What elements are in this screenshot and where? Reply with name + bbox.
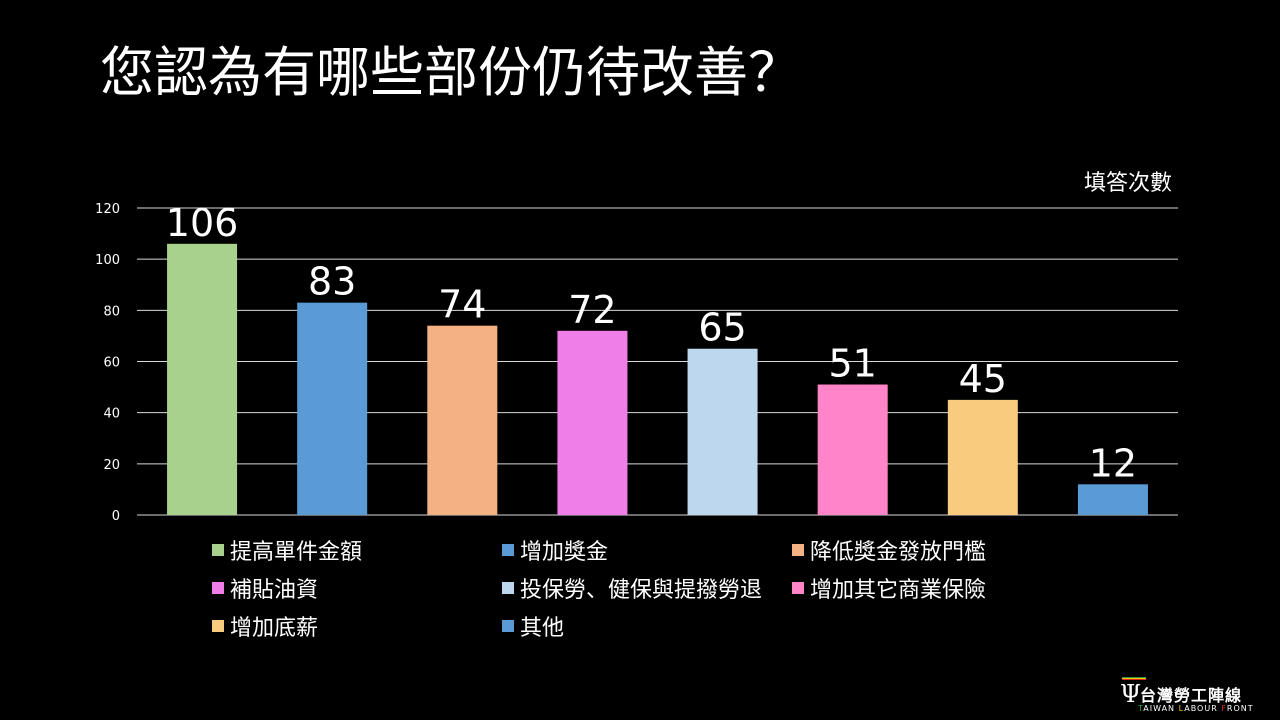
legend-item: 降低獎金發放門檻 — [792, 535, 1042, 565]
legend-label: 投保勞、健保與提撥勞退 — [520, 578, 763, 603]
bar — [687, 348, 758, 515]
data-label: 65 — [698, 306, 746, 350]
bar — [1077, 484, 1148, 515]
bar — [297, 302, 368, 515]
legend-item: 投保勞、健保與提撥勞退 — [502, 573, 792, 603]
legend-swatch — [212, 544, 224, 556]
data-label: 106 — [166, 201, 239, 245]
bar — [947, 399, 1018, 515]
y-tick-label: 20 — [103, 458, 120, 473]
data-label: 12 — [1089, 441, 1137, 485]
logo-name: 台灣勞工陣線 — [1140, 686, 1243, 705]
legend-swatch — [502, 582, 514, 594]
slide-title: 您認為有哪些部份仍待改善？ — [100, 41, 802, 104]
legend-item: 補貼油資 — [212, 573, 502, 603]
legend-item: 增加獎金 — [502, 535, 792, 565]
y-tick-label: 80 — [103, 304, 120, 319]
legend-label: 其他 — [520, 616, 565, 641]
legend-item: 增加其它商業保險 — [792, 573, 1042, 603]
logo-english: TAIWAN LABOUR FRONT — [1138, 704, 1254, 713]
y-tick-label: 100 — [95, 253, 120, 268]
legend-item: 其他 — [502, 611, 792, 641]
legend: 提高單件金額 增加獎金 降低獎金發放門檻補貼油資 投保勞、健保與提撥勞退 增加其它商業保… — [212, 535, 1042, 641]
y-tick-label: 0 — [112, 509, 120, 524]
legend-label: 提高單件金額 — [230, 540, 363, 565]
data-label: 72 — [568, 288, 616, 332]
legend-swatch — [212, 582, 224, 594]
legend-label: 增加底薪 — [230, 616, 319, 641]
logo: Ψ 台灣勞工陣線 TAIWAN LABOUR FRONT — [1118, 674, 1268, 718]
legend-swatch — [212, 620, 224, 632]
legend-swatch — [792, 544, 804, 556]
bar — [557, 330, 628, 515]
legend-swatch — [792, 582, 804, 594]
y-tick-label: 40 — [103, 407, 120, 422]
psi-icon: Ψ — [1120, 680, 1142, 708]
bar — [817, 384, 888, 515]
bar — [427, 325, 498, 515]
legend-label: 補貼油資 — [230, 578, 319, 603]
y-tick-label: 60 — [103, 356, 120, 371]
legend-label: 增加其它商業保險 — [810, 578, 987, 603]
data-label: 51 — [829, 342, 877, 386]
logo-stripe — [1122, 677, 1146, 680]
legend-swatch — [502, 544, 514, 556]
legend-label: 增加獎金 — [520, 540, 609, 565]
bar — [167, 243, 238, 516]
data-label: 74 — [438, 283, 486, 327]
data-label: 45 — [959, 357, 1007, 401]
y-axis-label: 填答次數 — [1083, 171, 1172, 196]
legend-swatch — [502, 620, 514, 632]
legend-item: 增加底薪 — [212, 611, 502, 641]
y-tick-label: 120 — [95, 202, 120, 217]
legend-label: 降低獎金發放門檻 — [810, 540, 987, 565]
data-label: 83 — [308, 260, 356, 304]
legend-item: 提高單件金額 — [212, 535, 502, 565]
